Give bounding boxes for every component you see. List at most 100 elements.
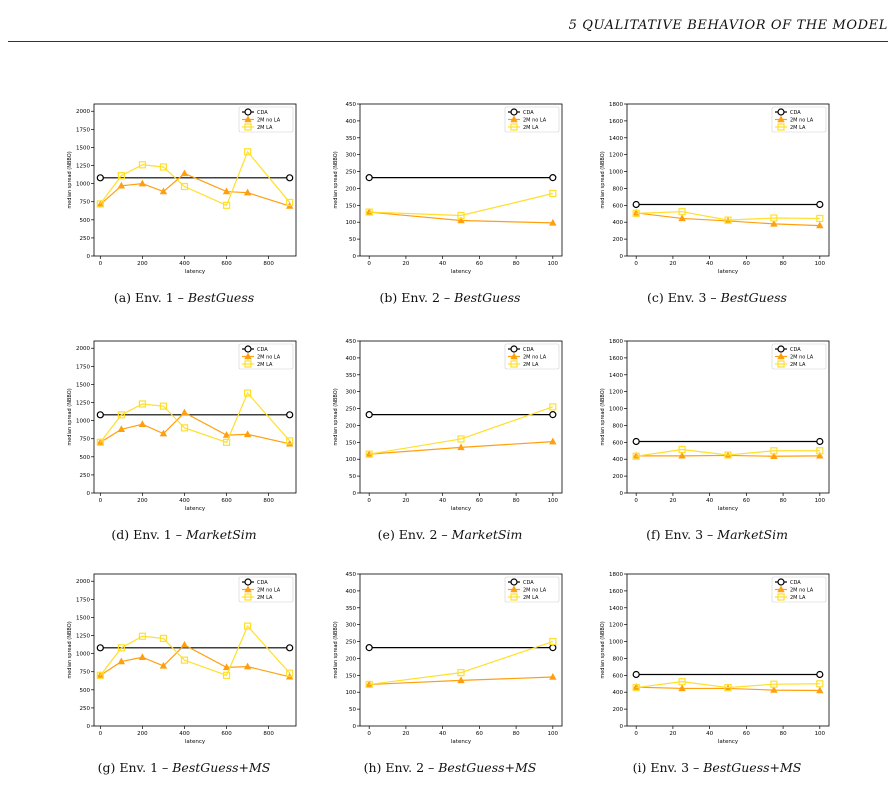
y-tick-label: 250 bbox=[80, 236, 91, 242]
caption-prefix: (c) Env. 3 – bbox=[647, 290, 717, 305]
legend-label: 2M LA bbox=[790, 125, 806, 131]
legend-label: 2M no LA bbox=[523, 587, 547, 593]
y-tick-label: 350 bbox=[346, 373, 357, 379]
data-point bbox=[457, 676, 465, 684]
x-tick-label: 200 bbox=[137, 261, 148, 267]
series-2 bbox=[632, 678, 824, 692]
legend-box bbox=[771, 343, 827, 370]
caption-prefix: (g) Env. 1 – bbox=[97, 760, 169, 775]
y-tick-label: 100 bbox=[346, 690, 357, 696]
y-axis-label: median spread (NBBO) bbox=[67, 621, 73, 678]
data-point bbox=[777, 585, 785, 593]
legend-label: 2M LA bbox=[790, 595, 806, 601]
y-tick-label: 300 bbox=[346, 390, 357, 396]
data-point bbox=[365, 411, 373, 419]
series-0 bbox=[632, 200, 824, 209]
data-point bbox=[816, 437, 824, 446]
data-point bbox=[96, 438, 104, 446]
x-tick-label: 0 bbox=[99, 261, 103, 267]
y-tick-label: 1000 bbox=[76, 419, 90, 425]
x-axis-label: latency bbox=[451, 506, 472, 512]
series-1 bbox=[632, 683, 824, 694]
data-point bbox=[365, 450, 373, 458]
legend-label: 2M no LA bbox=[790, 117, 814, 123]
y-axis-label: median spread (NBBO) bbox=[67, 151, 73, 208]
data-point bbox=[159, 163, 168, 171]
data-point bbox=[777, 578, 785, 586]
data-point bbox=[222, 187, 231, 195]
data-point bbox=[159, 187, 168, 195]
data-point bbox=[244, 148, 252, 156]
y-tick-label: 1000 bbox=[609, 407, 623, 413]
data-point bbox=[244, 585, 252, 593]
x-tick-label: 0 bbox=[367, 261, 371, 267]
y-tick-label: 200 bbox=[346, 656, 357, 662]
chart-b: 0 50 100 150 200 250 300 350 400 450 0 20 40 60 80 100 l… bbox=[333, 102, 563, 275]
y-tick-label: 1600 bbox=[609, 119, 623, 125]
series-line bbox=[636, 681, 820, 689]
data-point bbox=[159, 402, 168, 410]
x-tick-label: 100 bbox=[548, 261, 559, 267]
legend-box bbox=[771, 576, 827, 603]
data-point bbox=[678, 445, 686, 454]
data-point bbox=[96, 200, 104, 208]
caption-f: (f) Env. 3 – MarketSim bbox=[622, 527, 812, 542]
x-tick-label: 400 bbox=[179, 261, 190, 267]
data-point bbox=[549, 644, 557, 652]
series-0 bbox=[365, 411, 557, 419]
x-tick-label: 20 bbox=[669, 731, 676, 737]
y-tick-label: 400 bbox=[613, 690, 624, 696]
caption-c: (c) Env. 3 – BestGuess bbox=[622, 290, 812, 305]
y-tick-label: 250 bbox=[346, 407, 357, 413]
data-point bbox=[96, 174, 104, 182]
data-point bbox=[180, 169, 189, 177]
y-tick-label: 1500 bbox=[76, 145, 90, 151]
y-tick-label: 250 bbox=[346, 640, 357, 646]
y-tick-label: 500 bbox=[80, 455, 91, 461]
y-tick-label: 250 bbox=[80, 473, 91, 479]
data-point bbox=[549, 637, 557, 646]
series-0 bbox=[632, 437, 824, 446]
y-tick-label: 200 bbox=[613, 474, 624, 480]
plot-frame bbox=[626, 103, 830, 257]
data-point bbox=[549, 411, 557, 419]
x-tick-label: 60 bbox=[476, 261, 483, 267]
x-tick-label: 40 bbox=[706, 261, 713, 267]
data-point bbox=[549, 218, 557, 226]
x-tick-label: 600 bbox=[221, 731, 232, 737]
data-point bbox=[96, 644, 104, 652]
caption-d: (d) Env. 1 – MarketSim bbox=[89, 527, 279, 542]
chart-c: 0 200 400 600 800 1000 1200 1400 1600 1800 0 20 40 60… bbox=[600, 102, 830, 275]
data-point bbox=[286, 174, 294, 182]
x-axis-label: latency bbox=[185, 269, 206, 275]
running-header: 5 QUALITATIVE BEHAVIOR OF THE MODEL bbox=[568, 18, 888, 33]
legend-label: CDA bbox=[523, 580, 534, 586]
y-tick-label: 2000 bbox=[76, 346, 90, 352]
y-tick-label: 400 bbox=[346, 356, 357, 362]
y-tick-label: 450 bbox=[346, 102, 357, 108]
data-point bbox=[770, 214, 778, 222]
plot-frame bbox=[359, 573, 563, 727]
data-point bbox=[678, 208, 686, 216]
data-point bbox=[777, 115, 785, 123]
data-point bbox=[365, 174, 373, 182]
x-tick-label: 40 bbox=[706, 498, 713, 504]
y-tick-label: 400 bbox=[613, 457, 624, 463]
x-tick-label: 200 bbox=[137, 731, 148, 737]
series-1 bbox=[365, 208, 557, 226]
y-tick-label: 1800 bbox=[609, 572, 623, 578]
y-tick-label: 1000 bbox=[609, 170, 623, 176]
x-tick-label: 20 bbox=[402, 498, 409, 504]
chart-d: 0 250 500 750 1000 1250 1500 1750 2000 0 200 400 600… bbox=[67, 340, 297, 512]
data-point bbox=[222, 201, 231, 209]
chart-f: 0 200 400 600 800 1000 1200 1400 1600 1800 0 20 40 60… bbox=[600, 339, 830, 512]
legend-label: CDA bbox=[523, 110, 534, 116]
y-tick-label: 1250 bbox=[76, 634, 90, 640]
y-tick-label: 300 bbox=[346, 153, 357, 159]
y-axis-label: median spread (NBBO) bbox=[333, 621, 339, 678]
y-tick-label: 250 bbox=[80, 706, 91, 712]
data-point bbox=[632, 451, 640, 459]
x-tick-label: 40 bbox=[439, 261, 446, 267]
